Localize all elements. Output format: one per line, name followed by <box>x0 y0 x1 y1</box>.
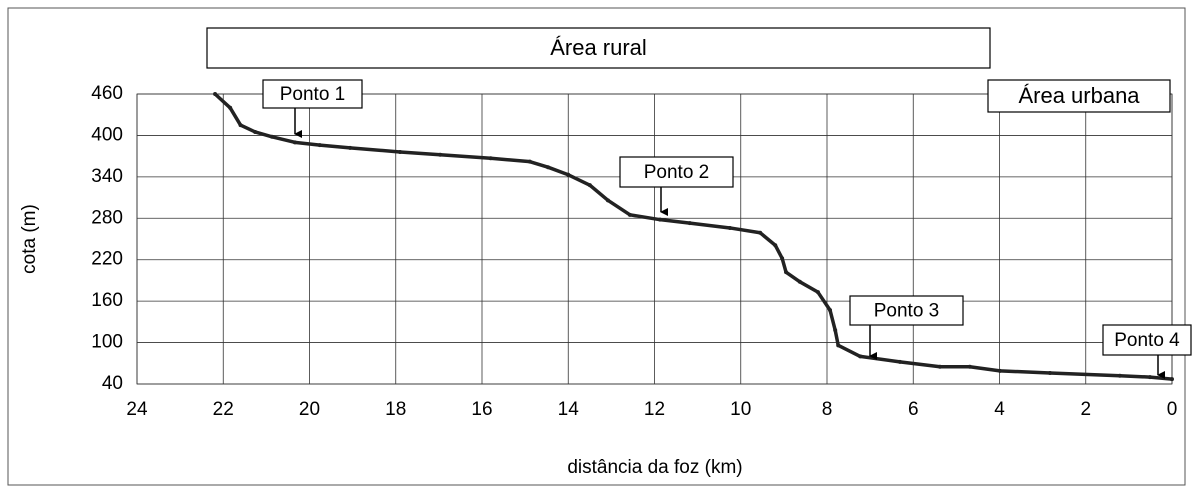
y-tick-label: 280 <box>91 207 123 228</box>
point <box>1117 373 1122 378</box>
point <box>797 279 802 284</box>
point <box>605 198 610 203</box>
y-tick-label: 100 <box>91 332 123 353</box>
annotation-box <box>206 27 991 69</box>
point <box>833 328 838 333</box>
annotation: Ponto 4 <box>1114 330 1180 351</box>
annotation-box <box>849 295 964 326</box>
point <box>213 92 218 96</box>
point <box>292 140 297 145</box>
x-tick-label: 20 <box>299 399 320 420</box>
y-axis-label: cota (m) <box>19 204 40 274</box>
x-tick-label: 16 <box>471 399 492 420</box>
y-tick-label: 460 <box>91 83 123 104</box>
annotation: Área rural <box>550 35 647 60</box>
point <box>1047 370 1052 375</box>
x-tick-label: 18 <box>385 399 406 420</box>
x-tick-label: 2 <box>1080 399 1091 420</box>
point <box>269 134 274 139</box>
y-tick-label: 220 <box>91 249 123 270</box>
y-tick-label: 400 <box>91 124 123 145</box>
point <box>815 290 820 295</box>
annotation-box <box>619 156 734 188</box>
point <box>773 243 778 248</box>
x-tick-label: 14 <box>558 399 580 420</box>
point <box>348 145 353 150</box>
point <box>317 143 322 148</box>
point <box>627 212 632 217</box>
point <box>967 364 972 369</box>
point <box>238 123 243 128</box>
x-tick-label: 0 <box>1167 399 1178 420</box>
point <box>587 183 592 188</box>
line <box>213 92 1173 381</box>
x-axis-label: distância da foz (km) <box>567 457 742 478</box>
point <box>545 165 550 170</box>
annotation: Ponto 1 <box>280 84 346 105</box>
point <box>897 359 902 364</box>
point <box>1148 375 1153 380</box>
y-tick-label: 40 <box>102 373 123 394</box>
annotation: Ponto 3 <box>874 301 940 322</box>
point <box>527 159 532 164</box>
point <box>228 105 233 110</box>
point <box>253 129 258 134</box>
x-tick-label: 12 <box>644 399 665 420</box>
annotation: Área urbana <box>1018 83 1140 108</box>
point <box>398 150 403 154</box>
y-tick-label: 160 <box>91 290 123 311</box>
x-tick-label: 10 <box>730 399 751 420</box>
annotation-box <box>262 79 363 109</box>
annotation-box <box>987 79 1171 113</box>
point <box>836 343 841 348</box>
x-tick-label: 22 <box>213 399 234 420</box>
annotation: Ponto 2 <box>644 162 710 183</box>
point <box>727 225 732 230</box>
point <box>758 230 763 235</box>
point <box>858 354 863 359</box>
point <box>488 156 493 161</box>
x-tick-label: 6 <box>908 399 919 420</box>
point <box>997 368 1002 373</box>
x-tick-label: 8 <box>822 399 833 420</box>
x-tick-label: 4 <box>994 399 1005 420</box>
y-tick-label: 340 <box>91 166 123 187</box>
point <box>687 221 692 226</box>
x-tick-label: 24 <box>126 399 148 420</box>
annotation-box <box>1102 324 1192 356</box>
point <box>658 217 663 222</box>
point <box>438 152 443 157</box>
point <box>566 172 571 177</box>
point <box>1170 377 1174 382</box>
point <box>780 256 785 261</box>
point <box>784 270 789 275</box>
point <box>828 308 833 313</box>
point <box>937 364 942 369</box>
